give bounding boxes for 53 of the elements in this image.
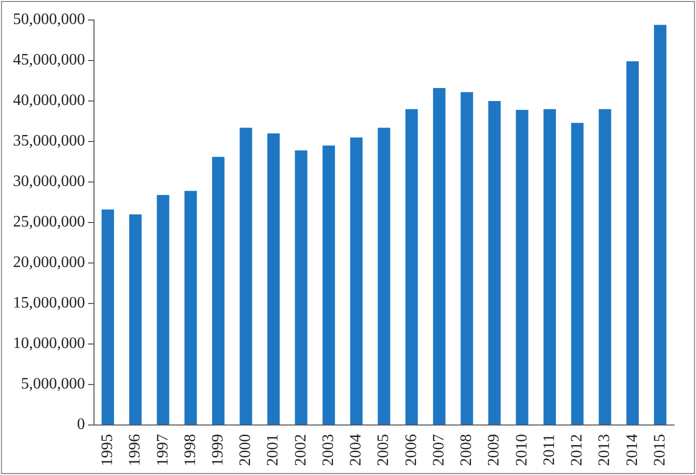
bar [129,214,142,424]
y-tick-label: 10,000,000 [13,335,85,352]
x-tick-label: 1995 [99,434,116,466]
bar [654,24,666,424]
x-tick-label: 2015 [651,434,668,466]
bar [516,110,528,424]
x-tick-label: 2009 [486,434,503,466]
x-tick-label: 1997 [154,434,172,466]
bar [571,122,584,424]
x-tick-label: 2013 [596,434,614,466]
x-tick-label: 2008 [458,434,476,466]
bar [460,92,474,424]
x-tick-label: 2000 [237,434,254,466]
bar [156,194,170,424]
y-tick-label: 5,000,000 [21,376,85,393]
y-tick-label: 50,000,000 [13,11,85,28]
bar [378,128,390,424]
y-tick-label: 25,000,000 [13,214,85,231]
bar [184,190,197,424]
x-tick-label: 2011 [540,434,558,466]
x-tick-label: 2005 [375,434,392,466]
bar [212,156,224,424]
x-tick-label: 2012 [568,434,586,466]
bar [102,210,114,424]
bar [294,150,308,424]
x-tick-label: 1996 [126,434,144,466]
y-tick-label: 35,000,000 [13,132,85,150]
bar [405,109,418,424]
x-tick-label: 2010 [513,434,530,466]
bar [598,109,612,424]
x-tick-label: 2001 [264,434,282,466]
bar [350,137,363,424]
y-tick-label: 0 [77,416,85,434]
x-tick-label: 2006 [402,434,420,466]
x-tick-label: 2007 [430,434,448,466]
y-tick-label: 15,000,000 [13,294,85,312]
y-tick-label: 40,000,000 [13,92,85,110]
x-tick-label: 1999 [209,434,226,466]
y-tick-label: 20,000,000 [13,254,85,272]
bar [626,61,639,424]
y-tick-label: 30,000,000 [13,173,85,190]
bar [433,88,446,424]
x-tick-label: 2003 [320,434,337,466]
x-tick-label: 2004 [348,434,365,466]
bar [322,146,335,424]
bar [544,109,556,424]
x-tick-label: 2014 [624,434,641,466]
bar [240,128,252,424]
x-tick-label: 2002 [292,434,310,466]
y-tick-label: 45,000,000 [13,52,85,69]
bar [488,101,501,424]
x-tick-label: 1998 [182,434,199,466]
bar [267,133,280,424]
